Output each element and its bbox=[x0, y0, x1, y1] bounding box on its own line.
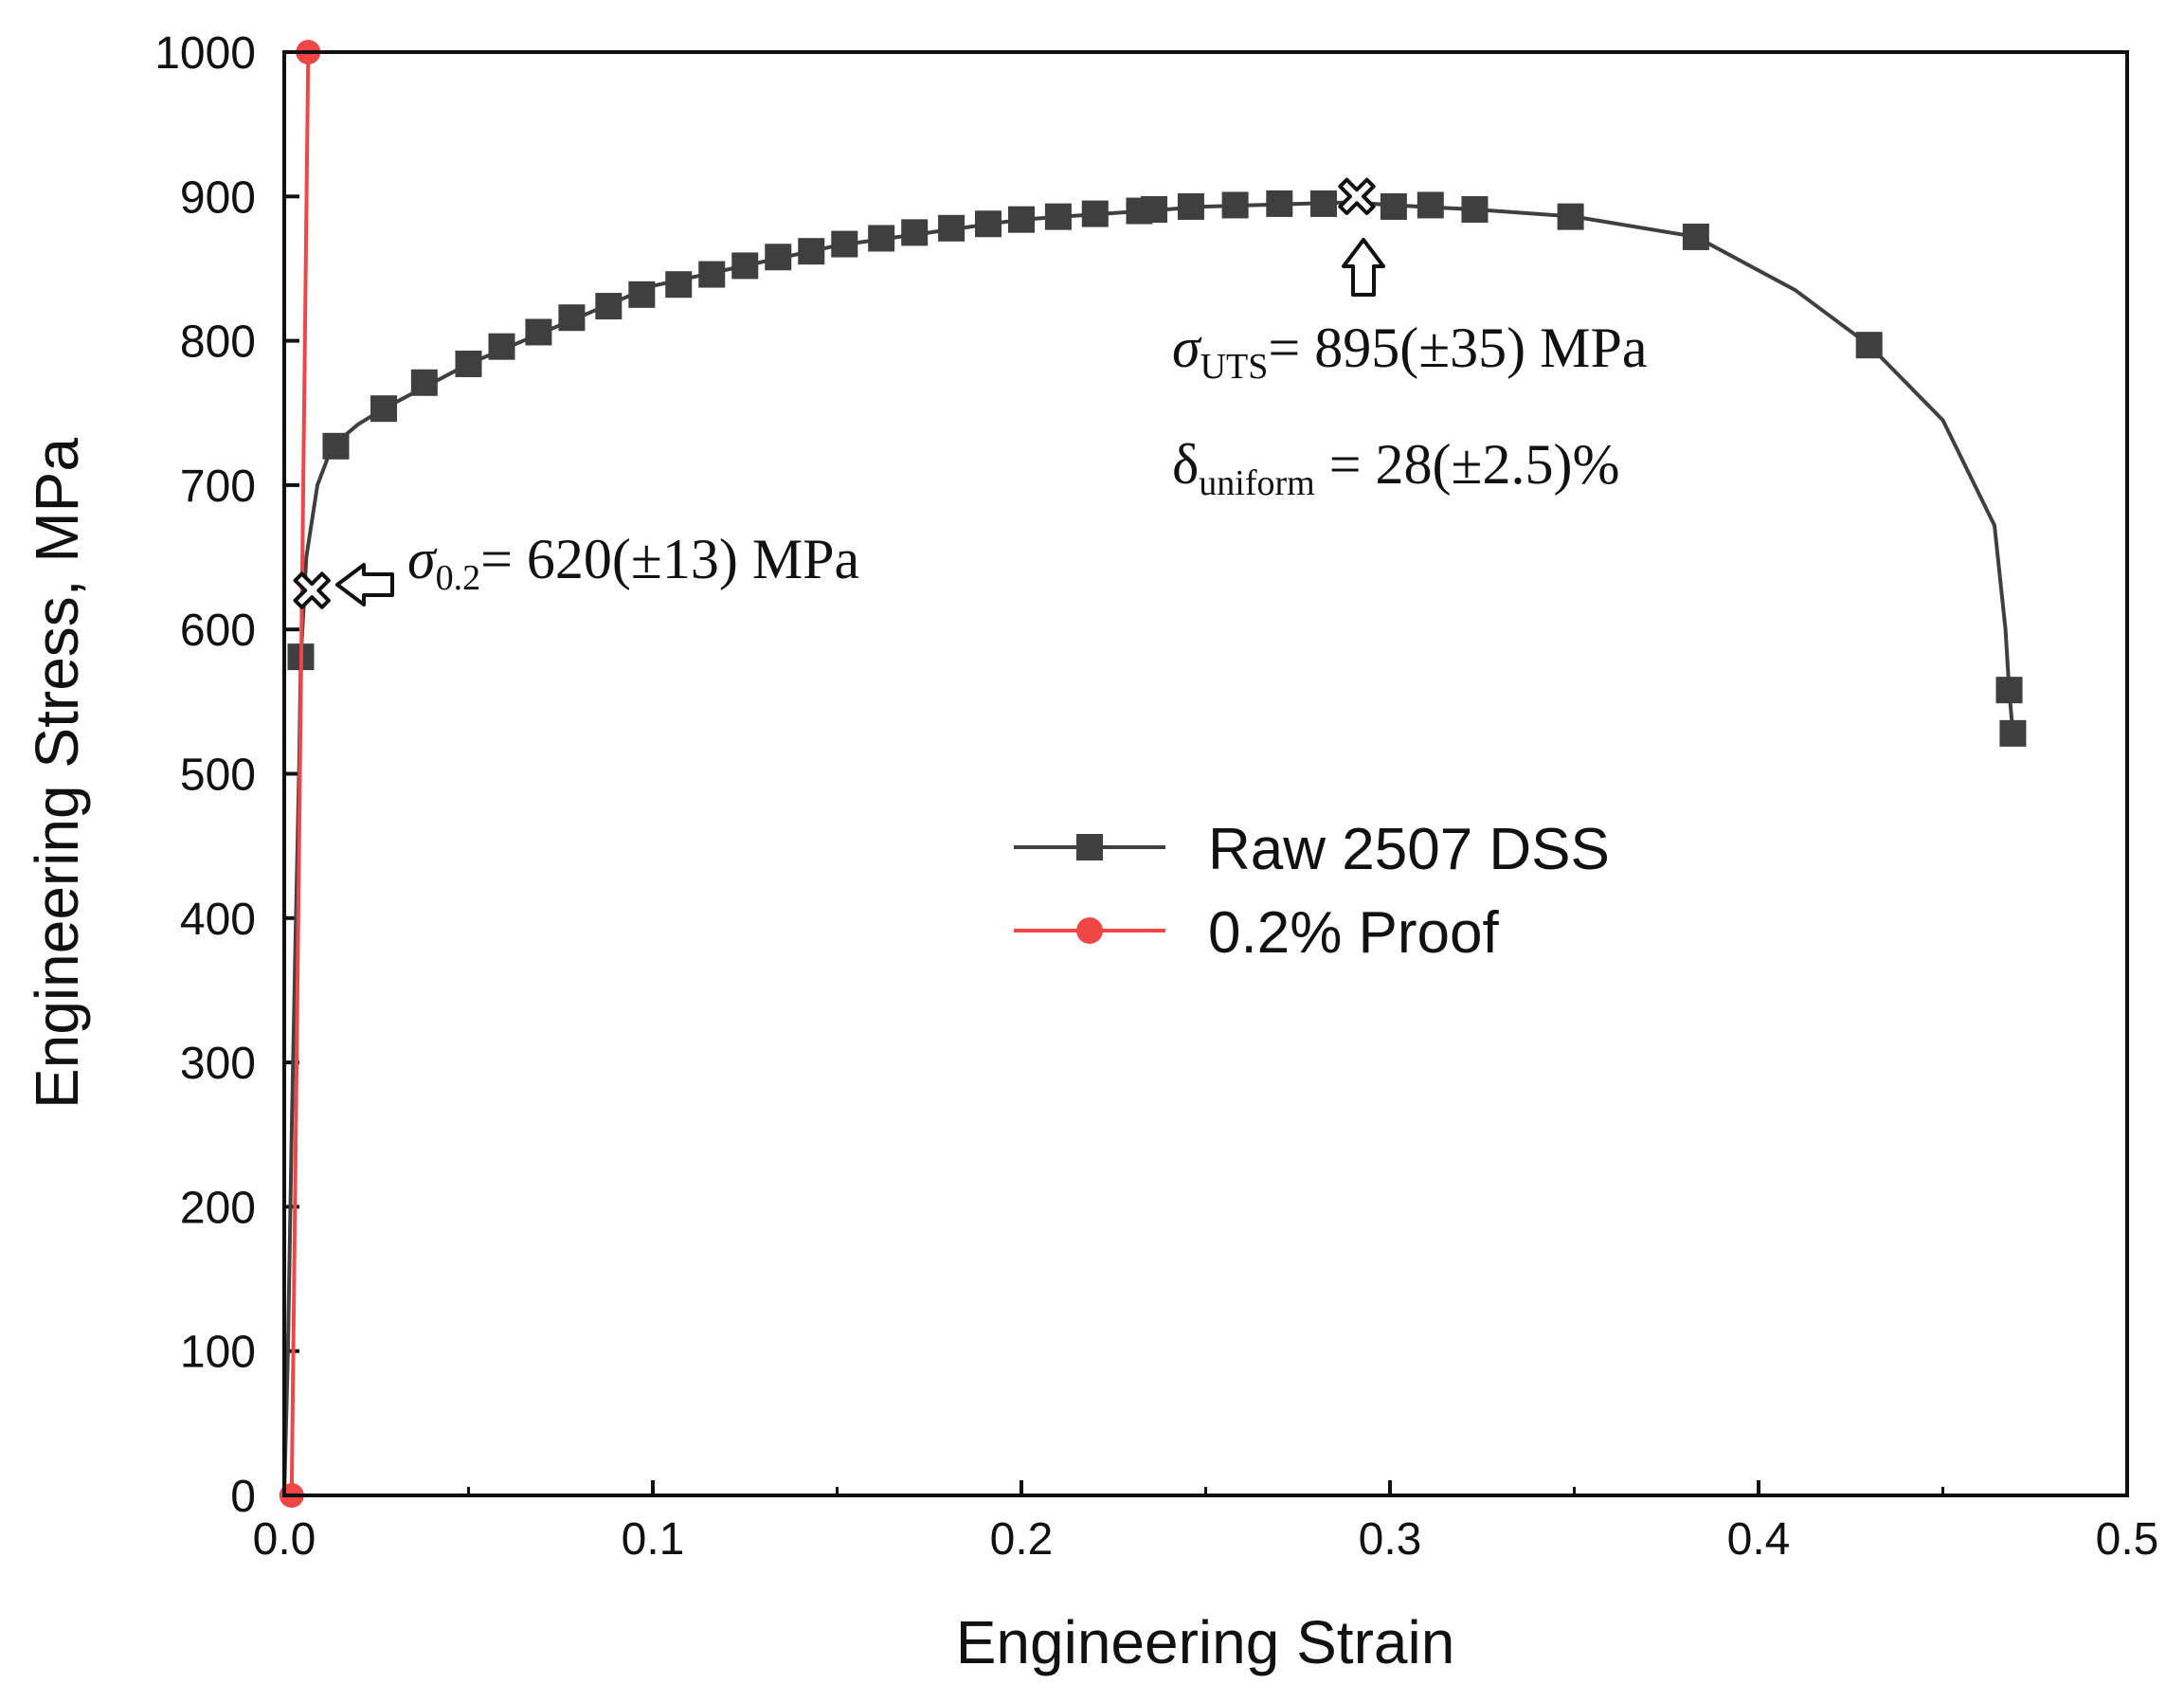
y-tick-label: 500 bbox=[180, 751, 256, 801]
plot-frame bbox=[282, 50, 2129, 1497]
y-tick-label: 700 bbox=[180, 462, 256, 512]
yield-arrow-icon bbox=[335, 563, 394, 607]
data-point-square bbox=[628, 281, 656, 308]
data-point-square bbox=[1008, 206, 1035, 233]
yield-label: σ0.2= 620(±13) MPa bbox=[407, 528, 859, 598]
data-point-square bbox=[1221, 191, 1249, 219]
y-tick-label: 400 bbox=[180, 895, 256, 945]
yield-annotation: σ0.2= 620(±13) MPa bbox=[335, 528, 859, 607]
y-tick-label: 900 bbox=[180, 172, 256, 223]
uniform-elongation-label: δuniform = 28(±2.5)% bbox=[1172, 433, 1619, 503]
data-point-square bbox=[798, 238, 825, 265]
data-point-square bbox=[1380, 192, 1407, 220]
uts-arrow-icon bbox=[1342, 238, 1385, 297]
data-point-square bbox=[1177, 192, 1204, 220]
data-point-square bbox=[488, 333, 515, 360]
data-point-square bbox=[731, 252, 759, 280]
y-tick-label: 100 bbox=[180, 1328, 256, 1378]
data-point-square bbox=[974, 210, 1002, 238]
data-point-square bbox=[410, 369, 438, 396]
y-tick-label: 300 bbox=[180, 1039, 256, 1089]
data-point-square bbox=[901, 219, 929, 246]
x-tick-label: 0.4 bbox=[1727, 1514, 1791, 1565]
x-tick-label: 0.2 bbox=[990, 1514, 1054, 1565]
uts-annotation: σUTS= 895(±35) MPa δuniform = 28(±2.5)% bbox=[1172, 238, 1647, 503]
data-point-square bbox=[525, 318, 552, 346]
legend: Raw 2507 DSS 0.2% Proof bbox=[1014, 817, 1610, 966]
data-point-square bbox=[1044, 203, 1072, 230]
data-point-square bbox=[370, 395, 398, 423]
x-tick-label: 0.3 bbox=[1359, 1514, 1422, 1565]
uts-label: σUTS= 895(±35) MPa bbox=[1172, 317, 1647, 387]
data-point-square bbox=[1081, 200, 1109, 227]
legend-marker-square-icon bbox=[1076, 834, 1103, 860]
axis-ticks: 0.0 0.1 0.2 0.3 0.4 0.5 0 100 200 300 400 500 600 700… bbox=[154, 28, 2158, 1565]
x-tick-label: 0.0 bbox=[253, 1514, 316, 1565]
data-point-square bbox=[831, 230, 858, 258]
data-point-square bbox=[765, 244, 792, 271]
data-point-square bbox=[1461, 196, 1489, 224]
uts-cross-marker-icon bbox=[1338, 177, 1376, 215]
data-point-square bbox=[1141, 196, 1168, 224]
series-line-1 bbox=[289, 51, 311, 1496]
data-point-square bbox=[558, 304, 586, 332]
x-axis-title: Engineering Strain bbox=[956, 1608, 1455, 1676]
data-point-square bbox=[1557, 203, 1584, 230]
data-point-square bbox=[1995, 677, 2023, 704]
data-point-square bbox=[1855, 332, 1883, 359]
data-point-square bbox=[1266, 190, 1293, 217]
x-tick-label: 0.1 bbox=[622, 1514, 685, 1565]
legend-marker-circle-icon bbox=[1076, 917, 1103, 944]
y-tick-label: 0 bbox=[230, 1472, 256, 1522]
data-point-square bbox=[455, 350, 482, 377]
key-points bbox=[293, 177, 1376, 609]
yield-cross-marker-icon bbox=[293, 571, 331, 609]
data-point-square bbox=[1309, 190, 1337, 217]
data-point-square bbox=[868, 225, 895, 252]
legend-label-raw: Raw 2507 DSS bbox=[1208, 817, 1610, 882]
plot-series bbox=[279, 40, 2027, 1508]
data-point-square bbox=[322, 432, 350, 460]
data-point-square bbox=[1999, 719, 2027, 747]
data-point-square bbox=[665, 271, 693, 299]
y-tick-label: 800 bbox=[180, 317, 256, 368]
y-axis-title: Engineering Stress, MPa bbox=[23, 438, 91, 1109]
legend-label-proof: 0.2% Proof bbox=[1208, 900, 1500, 966]
data-point-square bbox=[938, 214, 966, 242]
x-tick-label: 0.5 bbox=[2096, 1514, 2159, 1565]
y-tick-label: 1000 bbox=[154, 28, 256, 79]
data-point-square bbox=[595, 293, 623, 320]
data-point-square bbox=[1682, 223, 1709, 250]
y-tick-label: 600 bbox=[180, 606, 256, 656]
data-point-square bbox=[1417, 191, 1444, 219]
y-tick-label: 200 bbox=[180, 1183, 256, 1233]
data-point-square bbox=[698, 261, 726, 288]
